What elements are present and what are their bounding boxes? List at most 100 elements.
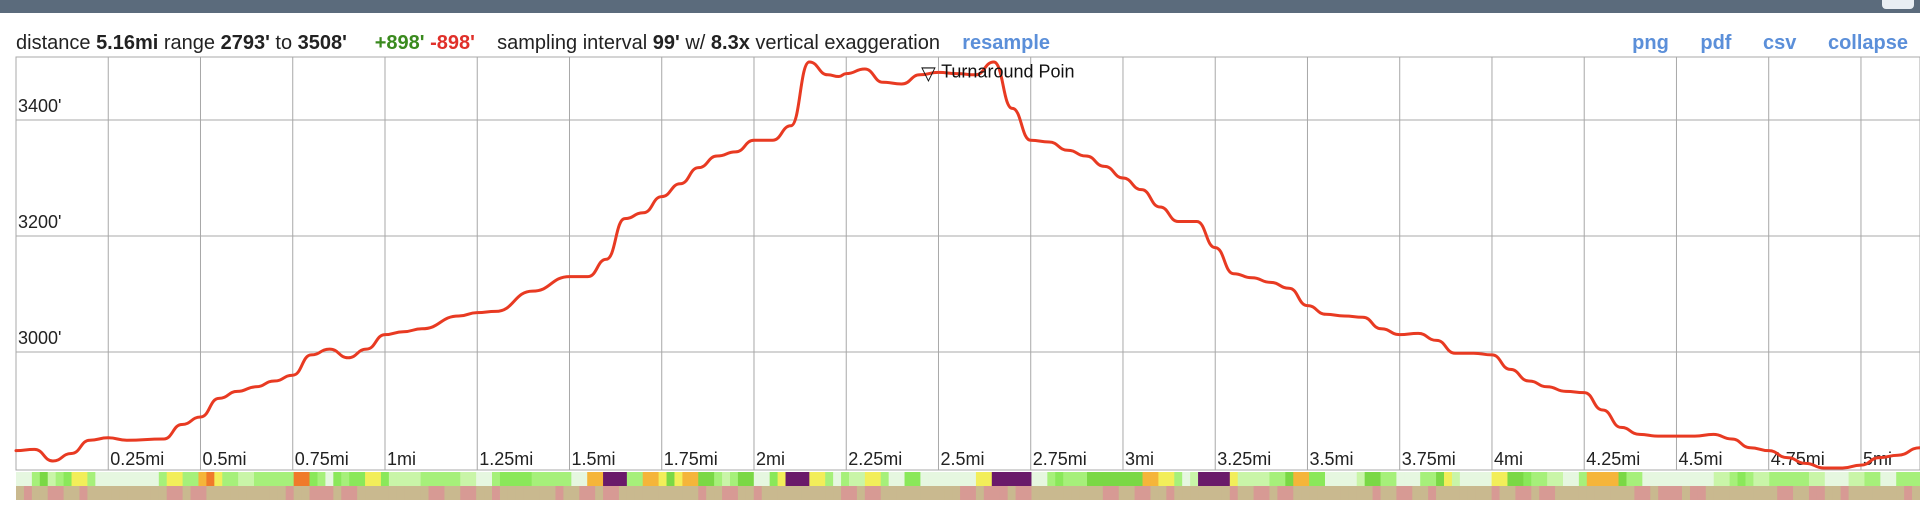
surface-strip-cell: [1126, 486, 1136, 500]
grade-strip-cell: [1039, 472, 1048, 486]
surface-strip-cell: [1158, 486, 1167, 500]
surface-strip-cell: [198, 486, 207, 500]
surface-strip-cell: [785, 486, 795, 500]
surface-strip-cell: [737, 486, 747, 500]
surface-strip-cell: [1404, 486, 1413, 500]
surface-strip-cell: [547, 486, 557, 500]
surface-strip-cell: [1570, 486, 1580, 500]
surface-strip-cell: [47, 486, 57, 500]
grade-strip-cell: [1340, 472, 1350, 486]
grade-strip-cell: [1777, 472, 1786, 486]
surface-strip-cell: [753, 486, 763, 500]
surface-strip-cell: [460, 486, 469, 500]
grade-strip-cell: [1491, 472, 1501, 486]
grade-strip-cell: [246, 472, 255, 486]
surface-strip-cell: [579, 486, 588, 500]
x-tick-label: 1.25mi: [479, 449, 533, 469]
surface-strip-cell: [95, 486, 104, 500]
grade-strip-cell: [603, 472, 612, 486]
interval-value: 99': [652, 32, 680, 54]
x-tick-label: 0.75mi: [295, 449, 349, 469]
grade-strip-cell: [1087, 472, 1096, 486]
grade-strip-cell: [1602, 472, 1612, 486]
surface-strip-cell: [1190, 486, 1199, 500]
grade-strip-cell: [1570, 472, 1580, 486]
grade-strip-cell: [1467, 472, 1477, 486]
grade-strip-cell: [1864, 472, 1873, 486]
grade-strip-cell: [737, 472, 747, 486]
surface-strip-cell: [1332, 486, 1342, 500]
grade-strip-cell: [523, 472, 533, 486]
surface-strip-cell: [1808, 486, 1818, 500]
grade-strip-cell: [595, 472, 604, 486]
surface-strip-cell: [1110, 486, 1120, 500]
surface-strip-cell: [499, 486, 509, 500]
grade-strip-cell: [1840, 472, 1850, 486]
x-tick-label: 4.25mi: [1586, 449, 1640, 469]
grade-strip-cell: [769, 472, 779, 486]
grade-strip-cell: [1737, 472, 1747, 486]
grade-strip-cell: [1190, 472, 1199, 486]
grade-strip-cell: [1880, 472, 1889, 486]
pdf-link[interactable]: pdf: [1700, 32, 1732, 54]
x-tick-label: 0.25mi: [110, 449, 164, 469]
grade-strip-cell: [1761, 472, 1770, 486]
png-link[interactable]: png: [1632, 32, 1669, 54]
surface-strip-cell: [269, 486, 279, 500]
grade-strip-cell: [103, 472, 112, 486]
surface-strip-cell: [222, 486, 231, 500]
grade-strip-cell: [1110, 472, 1120, 486]
grade-color-strip: [16, 472, 1920, 486]
collapse-link[interactable]: collapse: [1827, 32, 1908, 54]
grade-strip-cell: [1896, 472, 1905, 486]
grade-strip-cell: [325, 472, 334, 486]
exaggeration-label: vertical exaggeration: [755, 32, 940, 54]
grade-strip-cell: [412, 472, 422, 486]
surface-strip-cell: [983, 486, 993, 500]
surface-strip-cell: [1206, 486, 1215, 500]
surface-strip-cell: [611, 486, 620, 500]
surface-strip-cell: [1079, 486, 1088, 500]
surface-strip-cell: [674, 486, 683, 500]
surface-strip-cell: [920, 486, 929, 500]
surface-strip-cell: [1063, 486, 1072, 500]
surface-strip-cell: [1364, 486, 1374, 500]
exaggeration-value: 8.3x: [710, 32, 750, 54]
surface-strip-cell: [936, 486, 945, 500]
surface-strip-cell: [63, 486, 73, 500]
surface-strip-cell: [1777, 486, 1786, 500]
grade-strip-cell: [1055, 472, 1064, 486]
grade-strip-cell: [539, 472, 549, 486]
grade-strip-cell: [960, 472, 969, 486]
grade-strip-cell: [587, 472, 596, 486]
csv-link[interactable]: csv: [1763, 32, 1797, 54]
surface-strip-cell: [1563, 486, 1572, 500]
grade-strip-cell: [341, 472, 350, 486]
surface-strip-cell: [1253, 486, 1263, 500]
surface-strip-cell: [365, 486, 374, 500]
surface-strip-cell: [539, 486, 549, 500]
surface-strip-cell: [1444, 486, 1453, 500]
surface-strip-cell: [1824, 486, 1834, 500]
grade-strip-cell: [1301, 472, 1310, 486]
surface-strip-cell: [1309, 486, 1318, 500]
grade-strip-cell: [1277, 472, 1286, 486]
surface-strip-cell: [254, 486, 263, 500]
surface-strip-cell: [507, 486, 517, 500]
surface-strip-cell: [1507, 486, 1516, 500]
surface-strip-cell: [1904, 486, 1913, 500]
distance-label: distance: [16, 32, 91, 54]
resample-link[interactable]: resample: [962, 32, 1051, 54]
surface-strip-cell: [618, 486, 628, 500]
surface-strip-cell: [301, 486, 311, 500]
surface-strip-cell: [230, 486, 239, 500]
grade-strip-cell: [618, 472, 628, 486]
surface-strip-cell: [293, 486, 303, 500]
surface-strip-cell: [1325, 486, 1334, 500]
surface-strip-cell: [1451, 486, 1461, 500]
header-button[interactable]: [1882, 0, 1914, 9]
x-tick-label: 3.75mi: [1402, 449, 1456, 469]
x-tick-label: 0.5mi: [202, 449, 246, 469]
grade-strip-cell: [1626, 472, 1635, 486]
